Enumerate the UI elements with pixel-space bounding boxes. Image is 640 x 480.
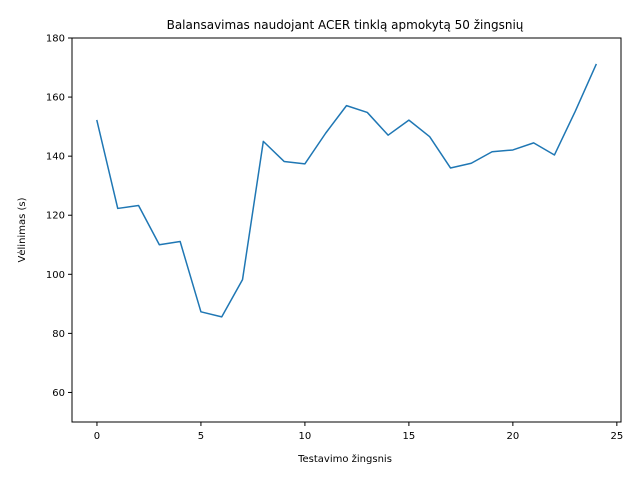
chart-title: Balansavimas naudojant ACER tinklą apmok… [167, 18, 524, 32]
x-tick-label: 10 [299, 431, 312, 442]
x-axis-label: Testavimo žingsnis [297, 453, 392, 465]
y-tick-label: 120 [46, 211, 65, 222]
y-tick-label: 160 [46, 93, 65, 104]
plot-area: 0 5 10 15 20 25 60 80 100 120 140 160 180 [46, 34, 623, 443]
y-tick-label: 80 [52, 329, 65, 340]
y-tick-label: 60 [52, 388, 65, 399]
x-tick-label: 5 [198, 431, 204, 442]
y-axis-label: Vėlinimas (s) [17, 197, 28, 262]
y-axis-ticks: 60 80 100 120 140 160 180 [46, 34, 72, 399]
y-tick-label: 100 [46, 270, 65, 281]
x-tick-label: 20 [506, 431, 519, 442]
x-tick-label: 0 [94, 431, 100, 442]
x-axis-ticks: 0 5 10 15 20 25 [94, 422, 623, 442]
series-layer [96, 63, 598, 318]
x-tick-label: 25 [610, 431, 623, 442]
series-line [96, 63, 598, 318]
y-tick-label: 140 [46, 152, 65, 163]
x-tick-label: 15 [403, 431, 416, 442]
y-tick-label: 180 [46, 34, 65, 45]
axes-frame [71, 37, 622, 423]
